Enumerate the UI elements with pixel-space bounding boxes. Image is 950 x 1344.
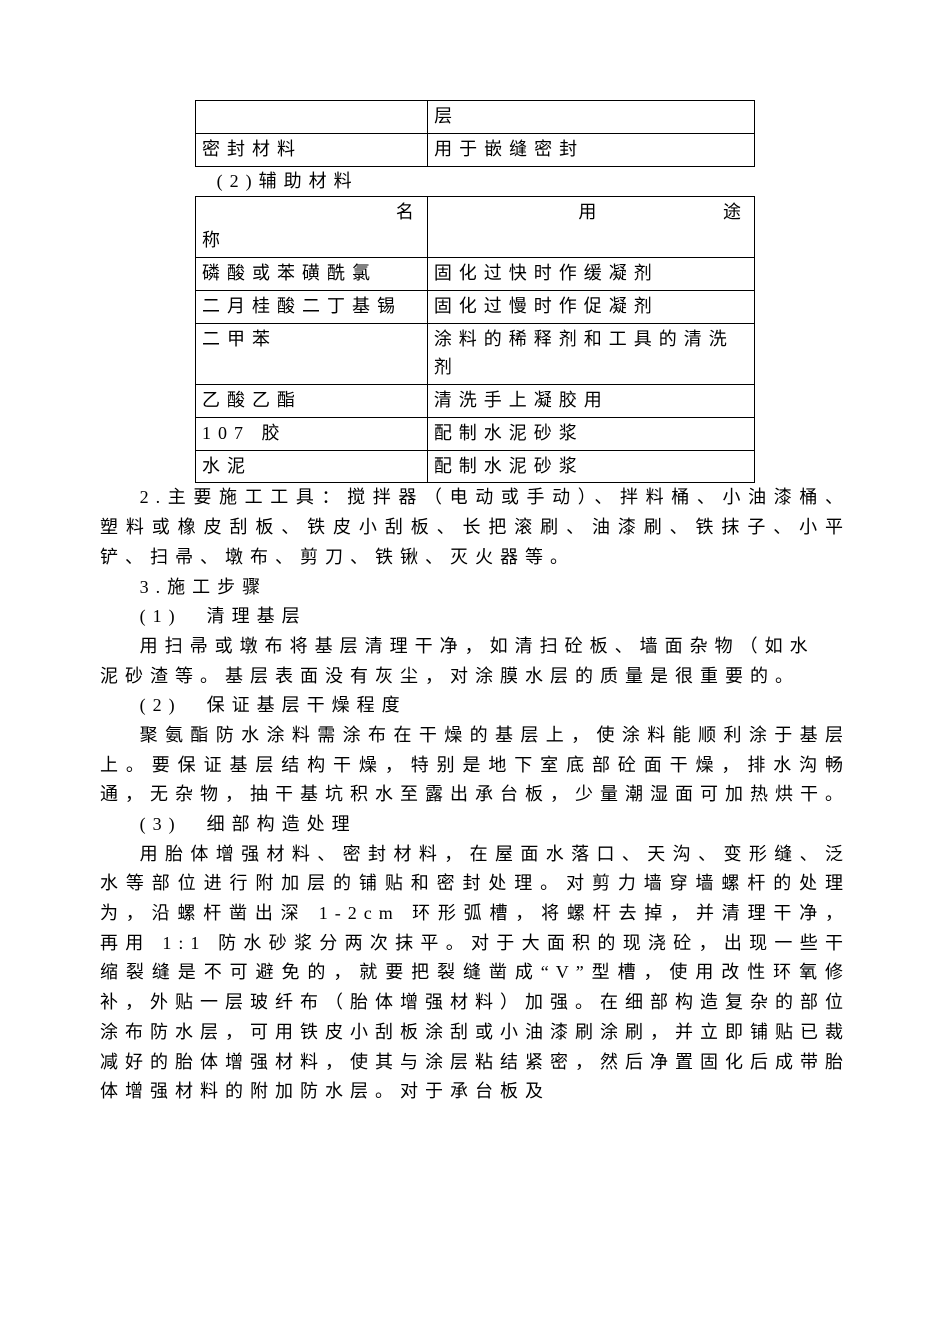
aux-materials-heading: (2)辅助材料 xyxy=(195,167,850,197)
cell-name: 水泥 xyxy=(196,450,428,483)
cell-name: 密封材料 xyxy=(196,133,428,166)
cell-name: 二甲苯 xyxy=(196,324,428,385)
header-name: 占 名 称 xyxy=(196,197,428,258)
cell-name xyxy=(196,101,428,134)
cell-name: 磷酸或苯磺酰氯 xyxy=(196,258,428,291)
step2-title: (2) 保证基层干燥程度 xyxy=(100,691,850,721)
table-row: 磷酸或苯磺酰氯 固化过快时作缓凝剂 xyxy=(196,258,755,291)
cell-use: 配制水泥砂浆 xyxy=(427,417,754,450)
table-header-row: 占 名 称 占 用 途 xyxy=(196,197,755,258)
cell-use: 固化过慢时作促凝剂 xyxy=(427,291,754,324)
cell-use: 固化过快时作缓凝剂 xyxy=(427,258,754,291)
step3-title: (3) 细部构造处理 xyxy=(100,810,850,840)
table-row: 水泥 配制水泥砂浆 xyxy=(196,450,755,483)
step1-body-line2: 泥砂渣等。基层表面没有灰尘，对涂膜水层的质量是很重要的。 xyxy=(100,662,850,692)
step1-body-line1: 用扫帚或墩布将基层清理干净，如清扫砼板、墙面杂物（如水 xyxy=(100,632,850,662)
cell-name: 乙酸乙酯 xyxy=(196,384,428,417)
cell-name: 107 胶 xyxy=(196,417,428,450)
table-row: 二月桂酸二丁基锡 固化过慢时作促凝剂 xyxy=(196,291,755,324)
header-use: 占 用 途 xyxy=(427,197,754,258)
table-row: 密封材料 用于嵌缝密封 xyxy=(196,133,755,166)
cell-use: 配制水泥砂浆 xyxy=(427,450,754,483)
aux-materials-table: 占 名 称 占 用 途 磷酸或苯磺酰氯 固化过快时作缓凝剂 二月桂酸二丁基锡 固… xyxy=(195,196,755,483)
table-row: 层 xyxy=(196,101,755,134)
steps-heading: 3.施工步骤 xyxy=(100,573,850,603)
cell-name: 二月桂酸二丁基锡 xyxy=(196,291,428,324)
table-row: 107 胶 配制水泥砂浆 xyxy=(196,417,755,450)
cell-use: 涂料的稀释剂和工具的清洗剂 xyxy=(427,324,754,385)
table-row: 二甲苯 涂料的稀释剂和工具的清洗剂 xyxy=(196,324,755,385)
step2-body: 聚氨酯防水涂料需涂布在干燥的基层上，使涂料能顺利涂于基层上。要保证基层结构干燥，… xyxy=(100,721,850,810)
cell-use: 层 xyxy=(428,101,755,134)
step1-title: (1) 清理基层 xyxy=(100,602,850,632)
tools-paragraph: 2.主要施工工具：搅拌器（电动或手动）、拌料桶、小油漆桶、塑料或橡皮刮板、铁皮小… xyxy=(100,483,850,572)
cell-use: 清洗手上凝胶用 xyxy=(427,384,754,417)
step3-body: 用胎体增强材料、密封材料，在屋面水落口、天沟、变形缝、泛水等部位进行附加层的铺贴… xyxy=(100,840,850,1107)
materials-table-1: 层 密封材料 用于嵌缝密封 xyxy=(195,100,755,167)
cell-use: 用于嵌缝密封 xyxy=(428,133,755,166)
table-row: 乙酸乙酯 清洗手上凝胶用 xyxy=(196,384,755,417)
